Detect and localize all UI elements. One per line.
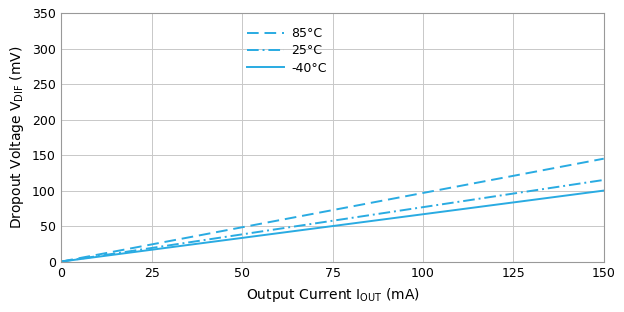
Legend: 85°C, 25°C, -40°C: 85°C, 25°C, -40°C	[246, 27, 327, 75]
85°C	[515, 173, 522, 177]
-40°C	[389, 216, 397, 220]
25°C	[381, 211, 388, 215]
-40°C	[600, 189, 608, 193]
85°C	[379, 199, 386, 202]
25°C	[515, 191, 522, 195]
-40°C	[381, 217, 388, 221]
X-axis label: Output Current $\mathregular{I_{OUT}}$ (mA): Output Current $\mathregular{I_{OUT}}$ (…	[246, 286, 419, 304]
Y-axis label: Dropout Voltage $\mathregular{V_{DIF}}$ (mV): Dropout Voltage $\mathregular{V_{DIF}}$ …	[8, 46, 26, 229]
25°C	[57, 260, 65, 263]
Line: -40°C: -40°C	[61, 191, 604, 261]
85°C	[549, 166, 557, 170]
Line: 25°C: 25°C	[61, 180, 604, 261]
25°C	[549, 186, 557, 189]
Line: 85°C: 85°C	[61, 159, 604, 261]
-40°C	[379, 218, 386, 222]
85°C	[389, 197, 397, 201]
-40°C	[57, 260, 65, 263]
-40°C	[59, 260, 67, 263]
85°C	[600, 157, 608, 161]
25°C	[600, 178, 608, 182]
25°C	[389, 210, 397, 213]
85°C	[381, 198, 388, 202]
25°C	[59, 259, 67, 263]
25°C	[379, 212, 386, 215]
85°C	[59, 259, 67, 263]
85°C	[57, 260, 65, 263]
-40°C	[515, 200, 522, 204]
-40°C	[549, 195, 557, 199]
